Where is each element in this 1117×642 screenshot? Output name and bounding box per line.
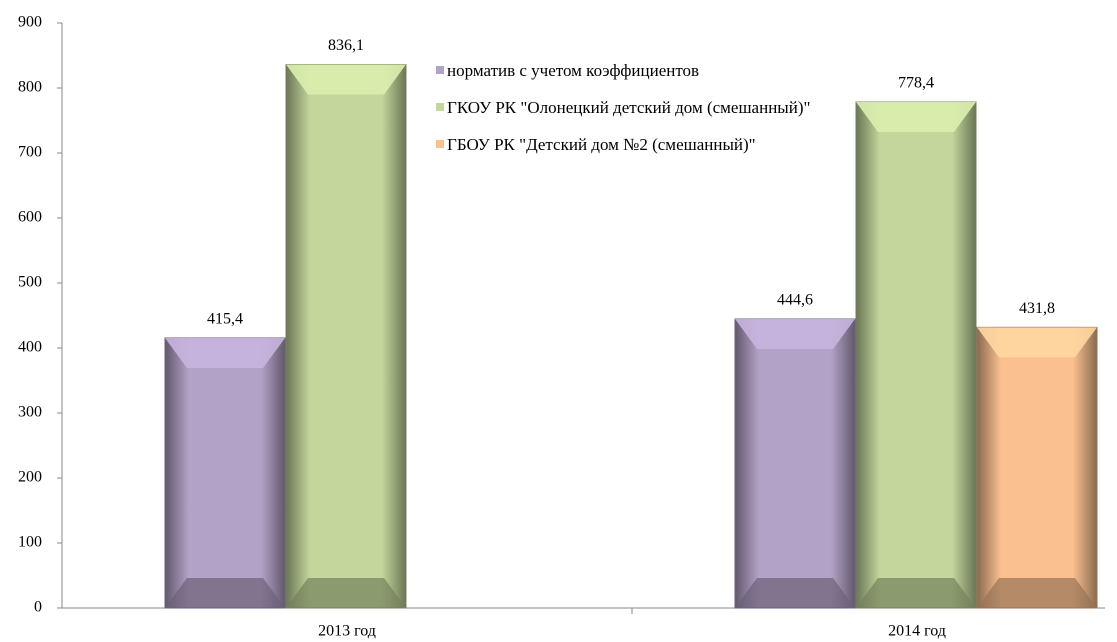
bar-bevel bbox=[286, 64, 406, 95]
value-label: 778,4 bbox=[898, 75, 934, 92]
y-tick-label: 100 bbox=[18, 534, 42, 551]
y-tick-label: 0 bbox=[34, 599, 42, 616]
legend: норматив с учетом коэффициентов ГКОУ РК "… bbox=[436, 60, 856, 171]
bar-bevel bbox=[977, 578, 1097, 608]
legend-label: ГКОУ РК "Олонецкий детский дом (смешанны… bbox=[447, 98, 811, 117]
legend-swatch bbox=[436, 66, 444, 74]
bar-bevel bbox=[735, 319, 855, 350]
y-tick-label: 700 bbox=[18, 144, 42, 161]
bar-bevel bbox=[165, 337, 285, 368]
bar-bevel bbox=[856, 578, 976, 608]
bar bbox=[976, 326, 1098, 609]
bar-bevel bbox=[165, 578, 285, 608]
y-tick-label: 400 bbox=[18, 339, 42, 356]
value-label: 431,8 bbox=[1019, 300, 1055, 317]
legend-item: ГБОУ РК "Детский дом №2 (смешанный)" bbox=[436, 134, 856, 155]
bar bbox=[855, 101, 977, 609]
x-tick-label: 2013 год bbox=[318, 623, 376, 640]
bar bbox=[164, 337, 286, 609]
legend-item: норматив с учетом коэффициентов bbox=[436, 60, 856, 81]
y-tick-label: 800 bbox=[18, 79, 42, 96]
bar-bevel bbox=[856, 102, 976, 133]
legend-swatch bbox=[436, 103, 444, 111]
value-label: 444,6 bbox=[777, 292, 813, 309]
value-label: 415,4 bbox=[207, 311, 243, 328]
bar bbox=[734, 318, 856, 609]
legend-item: ГКОУ РК "Олонецкий детский дом (смешанны… bbox=[436, 97, 856, 118]
legend-swatch bbox=[436, 140, 444, 148]
value-label: 836,1 bbox=[328, 37, 364, 54]
y-tick-label: 200 bbox=[18, 469, 42, 486]
bar-bevel bbox=[286, 578, 406, 608]
bar-bevel bbox=[977, 327, 1097, 358]
legend-label: ГБОУ РК "Детский дом №2 (смешанный)" bbox=[447, 135, 756, 154]
y-tick-label: 500 bbox=[18, 274, 42, 291]
y-tick-label: 900 bbox=[18, 14, 42, 31]
bar-bevel bbox=[735, 578, 855, 608]
bar bbox=[285, 64, 407, 609]
legend-label: норматив с учетом коэффициентов bbox=[447, 61, 700, 80]
y-tick-label: 300 bbox=[18, 404, 42, 421]
y-tick-label: 600 bbox=[18, 209, 42, 226]
x-tick-label: 2014 год bbox=[888, 623, 946, 640]
